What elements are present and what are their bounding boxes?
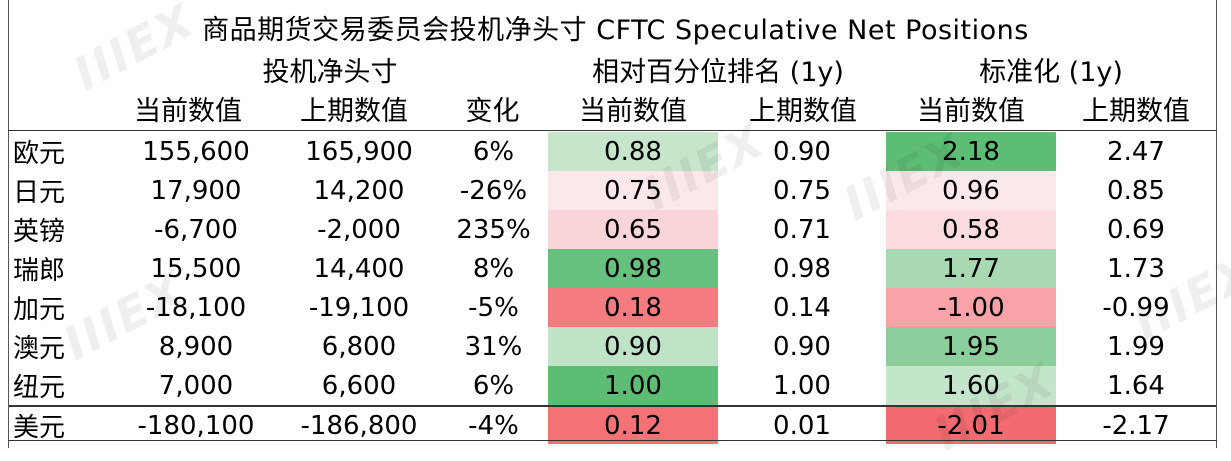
cell-pct-current: 1.00 [548,366,718,406]
cell-std-current: 1.95 [886,327,1056,366]
cell-previous-value: -2,000 [317,214,401,245]
cell-pct-current: 0.65 [548,210,718,249]
col-header-pct-previous: 上期数值 [749,96,857,127]
cell-std-current: -2.01 [886,405,1056,444]
cell-std-previous: 1.99 [1107,331,1165,362]
group-standardized: 标准化 (1y) [979,57,1123,88]
table-row: 瑞郎 15,500 14,400 8% 0.98 0.98 1.77 1.73 [9,249,1216,288]
cell-currency: 瑞郎 [13,256,66,286]
table-row: 纽元 7,000 6,600 6% 1.00 1.00 1.60 1.64 [9,366,1216,406]
cell-current-value: -18,100 [145,292,247,323]
cell-pct-previous: 0.90 [773,331,831,362]
cell-currency: 日元 [13,178,66,208]
cell-current-value: 15,500 [150,253,242,284]
cell-std-previous: 0.85 [1107,175,1165,206]
cell-std-previous: -0.99 [1102,292,1170,323]
cell-std-current: 1.60 [886,366,1056,406]
cell-change: -5% [468,292,519,323]
cell-std-current: 2.18 [886,132,1056,171]
cell-change: -26% [459,175,528,206]
cell-std-current: 0.96 [886,171,1056,210]
header-divider [8,130,1217,131]
frame-left-border [8,0,9,448]
cell-current-value: 17,900 [150,175,242,206]
cell-current-value: -180,100 [113,405,279,444]
cell-std-previous: 1.73 [1107,253,1165,284]
cell-current-value: 8,900 [158,331,234,362]
table-row: 英镑 -6,700 -2,000 235% 0.65 0.71 0.58 0.69 [9,210,1216,249]
cell-pct-current: 0.18 [548,288,718,327]
cell-change: 235% [456,214,531,245]
col-header-std-previous: 上期数值 [1082,96,1190,127]
cell-current-value: -6,700 [154,214,238,245]
cell-std-previous: 0.69 [1107,214,1165,245]
group-percentile-rank: 相对百分位排名 (1y) [592,57,844,88]
cell-pct-current: 0.12 [548,405,718,444]
cell-currency: 美元 [9,405,113,444]
positions-table: 欧元 155,600 165,900 6% 0.88 0.90 2.18 2.47 日元 17,9… [9,132,1216,444]
frame-right-border [1216,0,1217,448]
cell-previous-value: 165,900 [305,136,413,167]
cftc-table-sheet: 商品期货交易委员会投机净头寸 CFTC Speculative Net Posi… [8,0,1231,461]
group-net-positions: 投机净头寸 [262,57,398,88]
cell-change: 31% [464,331,523,362]
cell-pct-current: 0.98 [548,249,718,288]
col-header-change: 变化 [465,96,520,127]
col-header-previous: 上期数值 [300,96,408,127]
cell-pct-previous: 0.75 [773,175,831,206]
cell-change: 6% [472,136,515,167]
table-row: 欧元 155,600 165,900 6% 0.88 0.90 2.18 2.47 [9,132,1216,171]
cell-pct-current: 0.88 [548,132,718,171]
cell-change: 6% [472,370,515,401]
cell-pct-previous: 0.90 [773,136,831,167]
cell-previous-value: -186,800 [279,405,439,444]
col-header-current: 当前数值 [134,96,242,127]
col-header-pct-current: 当前数值 [579,96,687,127]
cell-currency: 加元 [13,295,66,325]
cell-previous-value: 6,800 [321,331,397,362]
cell-pct-current: 0.75 [548,171,718,210]
cell-previous-value: 14,200 [313,175,405,206]
table-title: 商品期货交易委员会投机净头寸 CFTC Speculative Net Posi… [202,15,1029,46]
table-row: 美元 -180,100 -186,800 -4% 0.12 0.01 -2.01 -2.17 [9,405,1216,444]
cell-pct-previous: 0.71 [773,214,831,245]
cell-previous-value: -19,100 [308,292,410,323]
cell-std-current: 0.58 [886,210,1056,249]
cell-pct-previous: 0.14 [773,292,831,323]
cell-change: -4% [439,405,548,444]
cell-change: 8% [472,253,515,284]
cell-pct-previous: 0.01 [718,405,886,444]
cell-currency: 欧元 [13,139,66,169]
cell-currency: 纽元 [13,373,66,403]
cell-previous-value: 6,600 [321,370,397,401]
table-row: 加元 -18,100 -19,100 -5% 0.18 0.14 -1.00 -0.99 [9,288,1216,327]
cell-std-previous: -2.17 [1056,405,1216,444]
cell-previous-value: 14,400 [313,253,405,284]
cell-current-value: 155,600 [142,136,250,167]
table-row: 澳元 8,900 6,800 31% 0.90 0.90 1.95 1.99 [9,327,1216,366]
cell-currency: 英镑 [13,217,66,247]
table-bottom-border [8,440,1217,441]
cell-current-value: 7,000 [158,370,234,401]
cell-std-previous: 2.47 [1107,136,1165,167]
cell-std-previous: 1.64 [1107,370,1165,401]
cell-pct-previous: 1.00 [773,370,831,401]
cell-std-current: -1.00 [886,288,1056,327]
cell-pct-current: 0.90 [548,327,718,366]
table-row: 日元 17,900 14,200 -26% 0.75 0.75 0.96 0.85 [9,171,1216,210]
cell-currency: 澳元 [13,334,66,364]
cell-std-current: 1.77 [886,249,1056,288]
cell-pct-previous: 0.98 [773,253,831,284]
col-header-std-current: 当前数值 [917,96,1025,127]
